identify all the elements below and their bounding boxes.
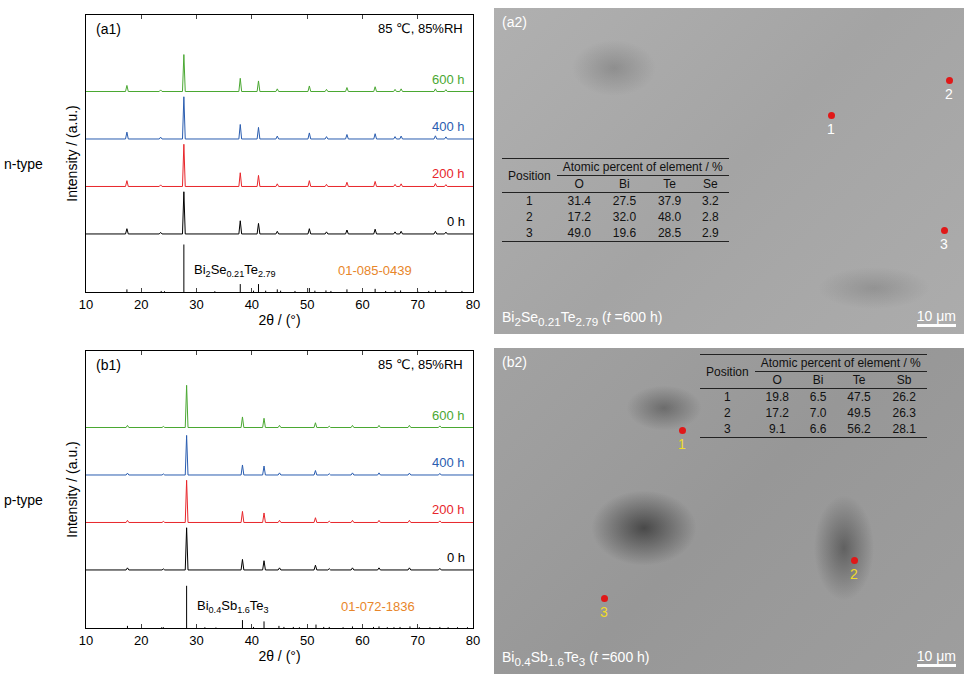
svg-text:Intensity / (a.u.): Intensity / (a.u.) xyxy=(64,105,80,201)
html-text:3: 3 xyxy=(600,604,608,620)
svg-text:10: 10 xyxy=(79,297,93,312)
html-text:6.6: 6.6 xyxy=(809,422,827,436)
html-text:26.2: 26.2 xyxy=(892,390,916,404)
html-text:7.0: 7.0 xyxy=(809,406,827,420)
html-text:2: 2 xyxy=(945,86,953,102)
svg-text:(b1): (b1) xyxy=(96,357,121,373)
html-text:28.5: 28.5 xyxy=(657,226,682,240)
html-text:10 μm: 10 μm xyxy=(916,648,956,664)
html-text:47.5: 47.5 xyxy=(847,390,871,404)
svg-text:50: 50 xyxy=(300,633,314,648)
html-text:27.5: 27.5 xyxy=(612,194,637,208)
svg-text:(a1): (a1) xyxy=(96,21,121,37)
svg-text:80: 80 xyxy=(466,297,480,312)
html-text:2: 2 xyxy=(526,210,533,224)
svg-text:200 h: 200 h xyxy=(432,502,465,517)
html-text:Position: Position xyxy=(508,168,551,183)
html-text:n-type: n-type xyxy=(4,156,43,172)
html-text:31.4: 31.4 xyxy=(567,194,591,208)
html-text:Bi: Bi xyxy=(619,177,630,191)
svg-text:200 h: 200 h xyxy=(432,166,465,181)
html-text:49.0: 49.0 xyxy=(567,226,591,240)
html-text:28.1: 28.1 xyxy=(892,422,916,436)
html-text:(b2): (b2) xyxy=(502,354,527,370)
html-text:17.2: 17.2 xyxy=(567,210,591,224)
svg-text:600 h: 600 h xyxy=(432,408,465,423)
html-text:Bi0.4Sb1.6Te3(t =600 h): Bi0.4Sb1.6Te3(t =600 h) xyxy=(502,649,650,668)
svg-text:60: 60 xyxy=(355,297,369,312)
svg-text:40: 40 xyxy=(245,297,259,312)
svg-text:80: 80 xyxy=(466,633,480,648)
svg-text:01-072-1836: 01-072-1836 xyxy=(341,599,415,614)
html-text:(a2): (a2) xyxy=(502,14,527,30)
html-text:3: 3 xyxy=(940,236,948,252)
html-text:3.2: 3.2 xyxy=(702,194,719,208)
svg-text:0 h: 0 h xyxy=(447,214,465,229)
svg-text:50: 50 xyxy=(300,297,314,312)
html-text:2.8: 2.8 xyxy=(702,210,719,224)
svg-text:0 h: 0 h xyxy=(447,550,465,565)
svg-text:30: 30 xyxy=(189,633,203,648)
html-text:48.0: 48.0 xyxy=(657,210,682,224)
html-text:3: 3 xyxy=(724,422,731,436)
html-text:Bi2Se0.21Te2.79(t =600 h): Bi2Se0.21Te2.79(t =600 h) xyxy=(502,309,663,328)
svg-text:85 ℃, 85%RH: 85 ℃, 85%RH xyxy=(378,357,463,372)
svg-text:Intensity / (a.u.): Intensity / (a.u.) xyxy=(64,441,80,537)
html-text:1: 1 xyxy=(678,436,686,452)
html-text:Sb: Sb xyxy=(896,373,912,387)
svg-text:Bi​2​Se​0.21​Te​2.79​: Bi​2​Se​0.21​Te​2.79​ xyxy=(194,262,276,279)
svg-text:10: 10 xyxy=(79,633,93,648)
html-text:9.1: 9.1 xyxy=(768,422,786,436)
html-text:2: 2 xyxy=(724,406,731,420)
svg-text:70: 70 xyxy=(410,633,424,648)
svg-text:30: 30 xyxy=(189,297,203,312)
html-text:56.2: 56.2 xyxy=(847,422,871,436)
html-text:p-type: p-type xyxy=(4,492,43,508)
svg-text:20: 20 xyxy=(134,633,148,648)
svg-text:85 ℃, 85%RH: 85 ℃, 85%RH xyxy=(378,21,463,36)
html-text:37.9: 37.9 xyxy=(657,194,682,208)
html-text:Se: Se xyxy=(703,177,718,191)
html-text:Position: Position xyxy=(706,364,749,379)
html-text:10 μm: 10 μm xyxy=(916,308,956,324)
html-text:1: 1 xyxy=(827,121,835,137)
html-text:32.0: 32.0 xyxy=(612,210,637,224)
html-text:Bi: Bi xyxy=(812,373,824,387)
html-text:1: 1 xyxy=(724,390,731,404)
html-text:49.5: 49.5 xyxy=(847,406,871,420)
svg-text:60: 60 xyxy=(355,633,369,648)
svg-text:400 h: 400 h xyxy=(432,119,465,134)
svg-text:2θ / (°): 2θ / (°) xyxy=(258,312,300,328)
svg-text:40: 40 xyxy=(245,633,259,648)
html-text:O: O xyxy=(772,373,782,387)
svg-text:70: 70 xyxy=(410,297,424,312)
html-text:Atomic percent of element / %: Atomic percent of element / % xyxy=(562,160,723,174)
svg-text:01-085-0439: 01-085-0439 xyxy=(338,263,412,278)
html-text:2: 2 xyxy=(850,566,858,582)
html-text:2.9: 2.9 xyxy=(702,226,719,240)
html-text:Atomic percent of element / %: Atomic percent of element / % xyxy=(760,356,921,370)
html-text:19.8: 19.8 xyxy=(765,390,789,404)
html-text:17.2: 17.2 xyxy=(765,406,789,420)
html-text:6.5: 6.5 xyxy=(809,390,827,404)
svg-text:400 h: 400 h xyxy=(432,455,465,470)
html-text:1: 1 xyxy=(526,194,533,208)
svg-text:20: 20 xyxy=(134,297,148,312)
svg-text:Bi​0.4​Sb​1.6​Te​3​: Bi​0.4​Sb​1.6​Te​3​ xyxy=(197,598,269,615)
svg-text:2θ / (°): 2θ / (°) xyxy=(258,648,300,664)
html-text:O: O xyxy=(574,177,584,191)
svg-text:600 h: 600 h xyxy=(432,72,465,87)
html-text:19.6: 19.6 xyxy=(612,226,637,240)
html-text:Te: Te xyxy=(852,373,866,387)
html-text:3: 3 xyxy=(526,226,533,240)
html-text:Te: Te xyxy=(663,177,676,191)
html-text:26.3: 26.3 xyxy=(892,406,916,420)
